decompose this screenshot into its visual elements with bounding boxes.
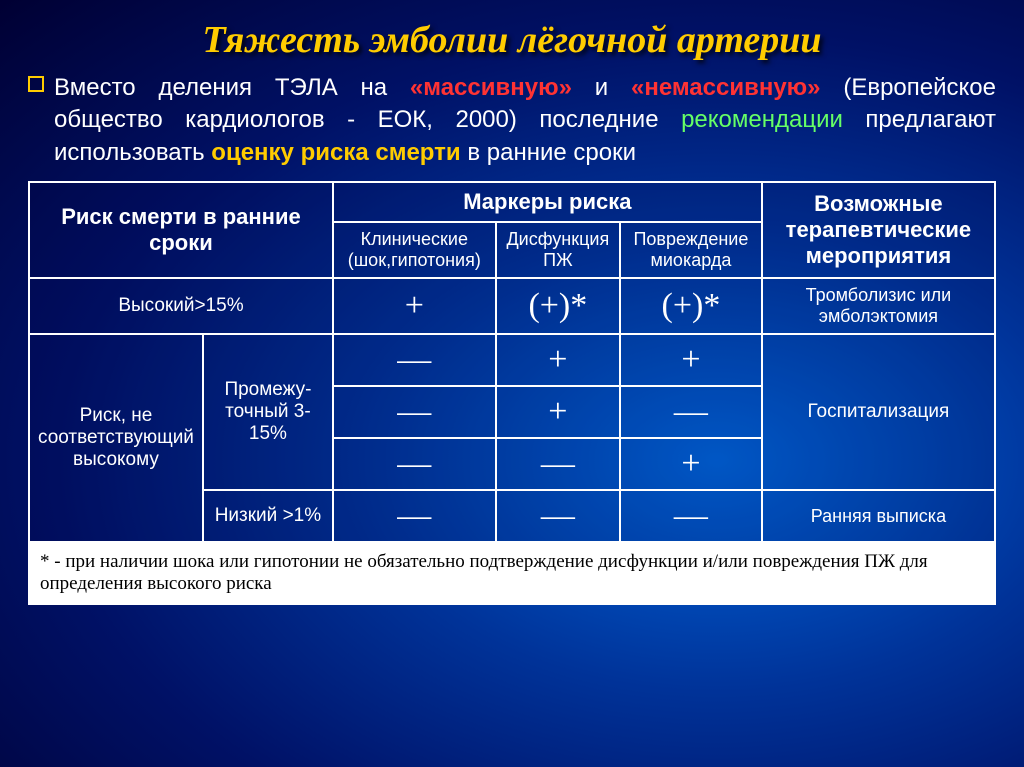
cell-i1-c1: — xyxy=(333,334,496,386)
risk-table: Риск смерти в ранние сроки Маркеры риска… xyxy=(28,181,996,543)
cell-high-c3: (+)* xyxy=(620,278,762,334)
cell-high-c1: + xyxy=(333,278,496,334)
intro-pre: Вместо деления ТЭЛА на xyxy=(54,74,410,101)
cell-high-label: Высокий>15% xyxy=(29,278,333,334)
intro-nonmassive: «немассивную» xyxy=(631,74,821,101)
header-row-1: Риск смерти в ранние сроки Маркеры риска… xyxy=(29,182,995,222)
intro-risk: оценку риска смерти xyxy=(211,139,460,166)
cell-i1-c3: + xyxy=(620,334,762,386)
row-inter-1: Риск, не соответствующий высокому Промеж… xyxy=(29,334,995,386)
cell-low-therapy: Ранняя выписка xyxy=(762,490,995,542)
hdr-myo: Повреждение миокарда xyxy=(620,222,762,278)
cell-high-c2: (+)* xyxy=(496,278,620,334)
cell-nonhigh-label: Риск, не соответствующий высокому xyxy=(29,334,203,542)
cell-inter-label: Промежу-точный 3-15% xyxy=(203,334,333,490)
cell-i1-c2: + xyxy=(496,334,620,386)
cell-i3-c2: — xyxy=(496,438,620,490)
intro-text: Вместо деления ТЭЛА на «массивную» и «не… xyxy=(28,72,996,169)
cell-low-c1: — xyxy=(333,490,496,542)
row-high: Высокий>15% + (+)* (+)* Тромболизис или … xyxy=(29,278,995,334)
footnote: * - при наличии шока или гипотонии не об… xyxy=(30,543,994,603)
cell-i3-c3: + xyxy=(620,438,762,490)
cell-i2-c2: + xyxy=(496,386,620,438)
cell-inter-therapy: Госпитализация xyxy=(762,334,995,490)
hdr-clinical: Клинические (шок,гипотония) xyxy=(333,222,496,278)
hdr-risk: Риск смерти в ранние сроки xyxy=(29,182,333,278)
slide-title: Тяжесть эмболии лёгочной артерии xyxy=(28,18,996,62)
cell-low-label: Низкий >1% xyxy=(203,490,333,542)
intro-massive: «массивную» xyxy=(410,74,572,101)
cell-i3-c1: — xyxy=(333,438,496,490)
cell-high-therapy: Тромболизис или эмболэктомия xyxy=(762,278,995,334)
hdr-rv: Дисфункция ПЖ xyxy=(496,222,620,278)
bullet-icon xyxy=(28,76,44,92)
hdr-therapy: Возможные терапевтические мероприятия xyxy=(762,182,995,278)
cell-i2-c1: — xyxy=(333,386,496,438)
cell-i2-c3: — xyxy=(620,386,762,438)
cell-low-c3: — xyxy=(620,490,762,542)
intro-and: и xyxy=(572,74,631,101)
intro-tail: в ранние сроки xyxy=(461,139,636,166)
hdr-markers: Маркеры риска xyxy=(333,182,762,222)
cell-low-c2: — xyxy=(496,490,620,542)
intro-rec: рекомендации xyxy=(681,106,843,133)
